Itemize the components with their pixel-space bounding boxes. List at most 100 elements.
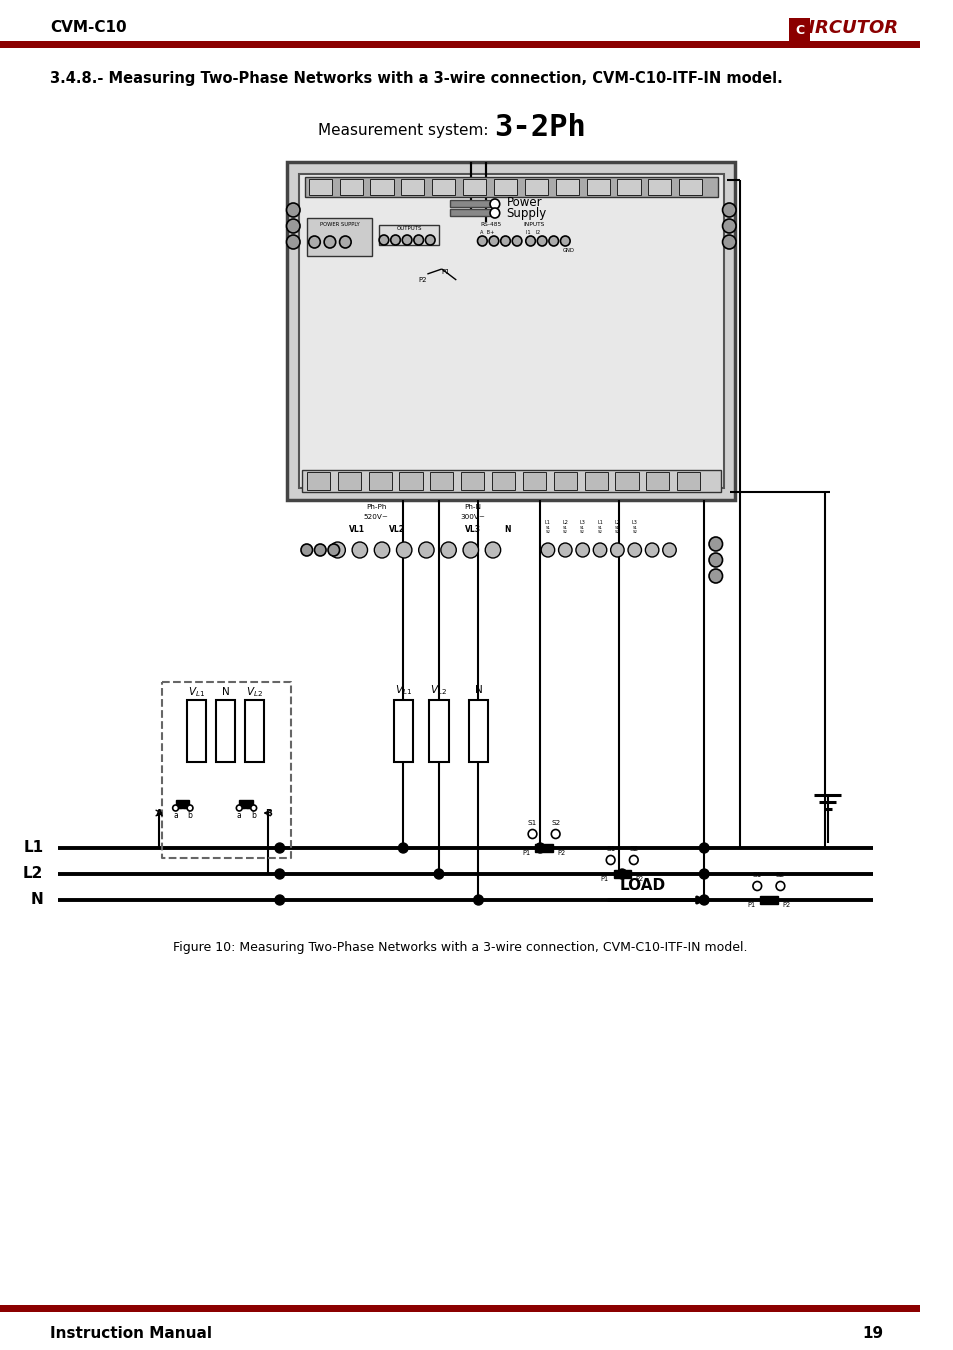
Bar bbox=[460, 472, 484, 490]
Bar bbox=[339, 180, 362, 194]
Text: P2: P2 bbox=[781, 902, 789, 909]
Circle shape bbox=[540, 543, 554, 558]
Circle shape bbox=[708, 568, 721, 583]
Text: S1
S2: S1 S2 bbox=[562, 525, 567, 535]
Bar bbox=[399, 472, 422, 490]
Circle shape bbox=[378, 235, 389, 244]
Bar bbox=[429, 701, 448, 761]
Circle shape bbox=[274, 842, 284, 853]
Text: Power: Power bbox=[506, 197, 541, 209]
Circle shape bbox=[286, 202, 299, 217]
Bar bbox=[524, 180, 547, 194]
Text: Ph-N: Ph-N bbox=[464, 504, 480, 510]
Bar bbox=[370, 180, 394, 194]
Text: C: C bbox=[794, 24, 803, 38]
Circle shape bbox=[434, 869, 443, 879]
Text: P1: P1 bbox=[522, 850, 530, 856]
Text: VL2: VL2 bbox=[389, 525, 405, 535]
Text: S1
S2: S1 S2 bbox=[545, 525, 550, 535]
Text: P1: P1 bbox=[746, 902, 755, 909]
Text: a: a bbox=[236, 811, 241, 821]
Bar bbox=[615, 472, 638, 490]
Text: P2: P2 bbox=[417, 277, 426, 284]
Circle shape bbox=[606, 856, 615, 864]
Bar bbox=[449, 209, 490, 216]
Text: P1: P1 bbox=[441, 269, 450, 275]
Bar bbox=[553, 472, 577, 490]
Circle shape bbox=[374, 541, 390, 558]
Bar bbox=[287, 162, 735, 500]
Circle shape bbox=[398, 842, 408, 853]
Circle shape bbox=[425, 235, 435, 244]
Circle shape bbox=[286, 235, 299, 248]
Bar bbox=[430, 472, 453, 490]
Circle shape bbox=[339, 236, 351, 248]
Text: $V_{L2}$: $V_{L2}$ bbox=[430, 683, 447, 697]
Text: S2: S2 bbox=[551, 819, 559, 826]
Text: Measurement system:: Measurement system: bbox=[318, 123, 488, 138]
Text: L3: L3 bbox=[631, 520, 637, 525]
Bar bbox=[368, 472, 392, 490]
Circle shape bbox=[512, 236, 521, 246]
Text: Figure 10: Measuring Two-Phase Networks with a 3-wire connection, CVM-C10-ITF-IN: Figure 10: Measuring Two-Phase Networks … bbox=[172, 941, 746, 954]
Text: I1   I2: I1 I2 bbox=[525, 230, 539, 235]
Text: N: N bbox=[503, 525, 510, 535]
Circle shape bbox=[324, 236, 335, 248]
Bar bbox=[378, 225, 438, 244]
Text: S1
S2: S1 S2 bbox=[579, 525, 584, 535]
Text: L3: L3 bbox=[579, 520, 585, 525]
Circle shape bbox=[551, 829, 559, 838]
Bar bbox=[468, 701, 488, 761]
Circle shape bbox=[251, 805, 256, 811]
Circle shape bbox=[537, 236, 546, 246]
Circle shape bbox=[752, 882, 760, 891]
Bar bbox=[337, 472, 360, 490]
Circle shape bbox=[462, 541, 478, 558]
Circle shape bbox=[629, 856, 638, 864]
Circle shape bbox=[576, 543, 589, 558]
Circle shape bbox=[699, 842, 708, 853]
Bar bbox=[555, 180, 578, 194]
Circle shape bbox=[721, 219, 736, 234]
Text: Ph-Ph: Ph-Ph bbox=[366, 504, 386, 510]
Text: 3-2Ph: 3-2Ph bbox=[494, 113, 585, 143]
Text: b: b bbox=[251, 811, 255, 821]
Bar bbox=[760, 896, 777, 905]
Bar bbox=[617, 180, 639, 194]
Circle shape bbox=[314, 544, 326, 556]
Text: 300V~: 300V~ bbox=[459, 514, 485, 520]
Circle shape bbox=[300, 544, 313, 556]
Bar bbox=[645, 472, 669, 490]
Text: P1: P1 bbox=[600, 876, 608, 882]
Bar bbox=[0, 40, 920, 49]
Text: CIRCUTOR: CIRCUTOR bbox=[795, 19, 898, 36]
Circle shape bbox=[286, 219, 299, 234]
Bar bbox=[522, 472, 545, 490]
Text: VL3: VL3 bbox=[464, 525, 480, 535]
Bar bbox=[245, 701, 264, 761]
Bar bbox=[584, 472, 607, 490]
Circle shape bbox=[699, 895, 708, 905]
Circle shape bbox=[558, 543, 572, 558]
Bar bbox=[394, 701, 413, 761]
Bar bbox=[494, 180, 517, 194]
Circle shape bbox=[274, 869, 284, 879]
Text: INPUTS: INPUTS bbox=[523, 223, 544, 228]
Circle shape bbox=[330, 541, 345, 558]
Text: $V_{L1}$: $V_{L1}$ bbox=[188, 684, 205, 699]
Circle shape bbox=[708, 537, 721, 551]
Circle shape bbox=[627, 543, 640, 558]
Text: LOAD: LOAD bbox=[618, 879, 665, 894]
Text: $V_{L2}$: $V_{L2}$ bbox=[246, 684, 263, 699]
Circle shape bbox=[699, 869, 708, 879]
Bar bbox=[677, 472, 700, 490]
Text: L1: L1 bbox=[597, 520, 602, 525]
Bar bbox=[462, 180, 486, 194]
Text: Supply: Supply bbox=[506, 207, 546, 220]
Text: POWER SUPPLY: POWER SUPPLY bbox=[319, 221, 359, 227]
Text: L2: L2 bbox=[23, 867, 44, 882]
Text: OUTPUTS: OUTPUTS bbox=[395, 227, 421, 231]
Circle shape bbox=[490, 198, 499, 209]
Text: A: A bbox=[155, 809, 163, 818]
Bar bbox=[298, 174, 722, 487]
